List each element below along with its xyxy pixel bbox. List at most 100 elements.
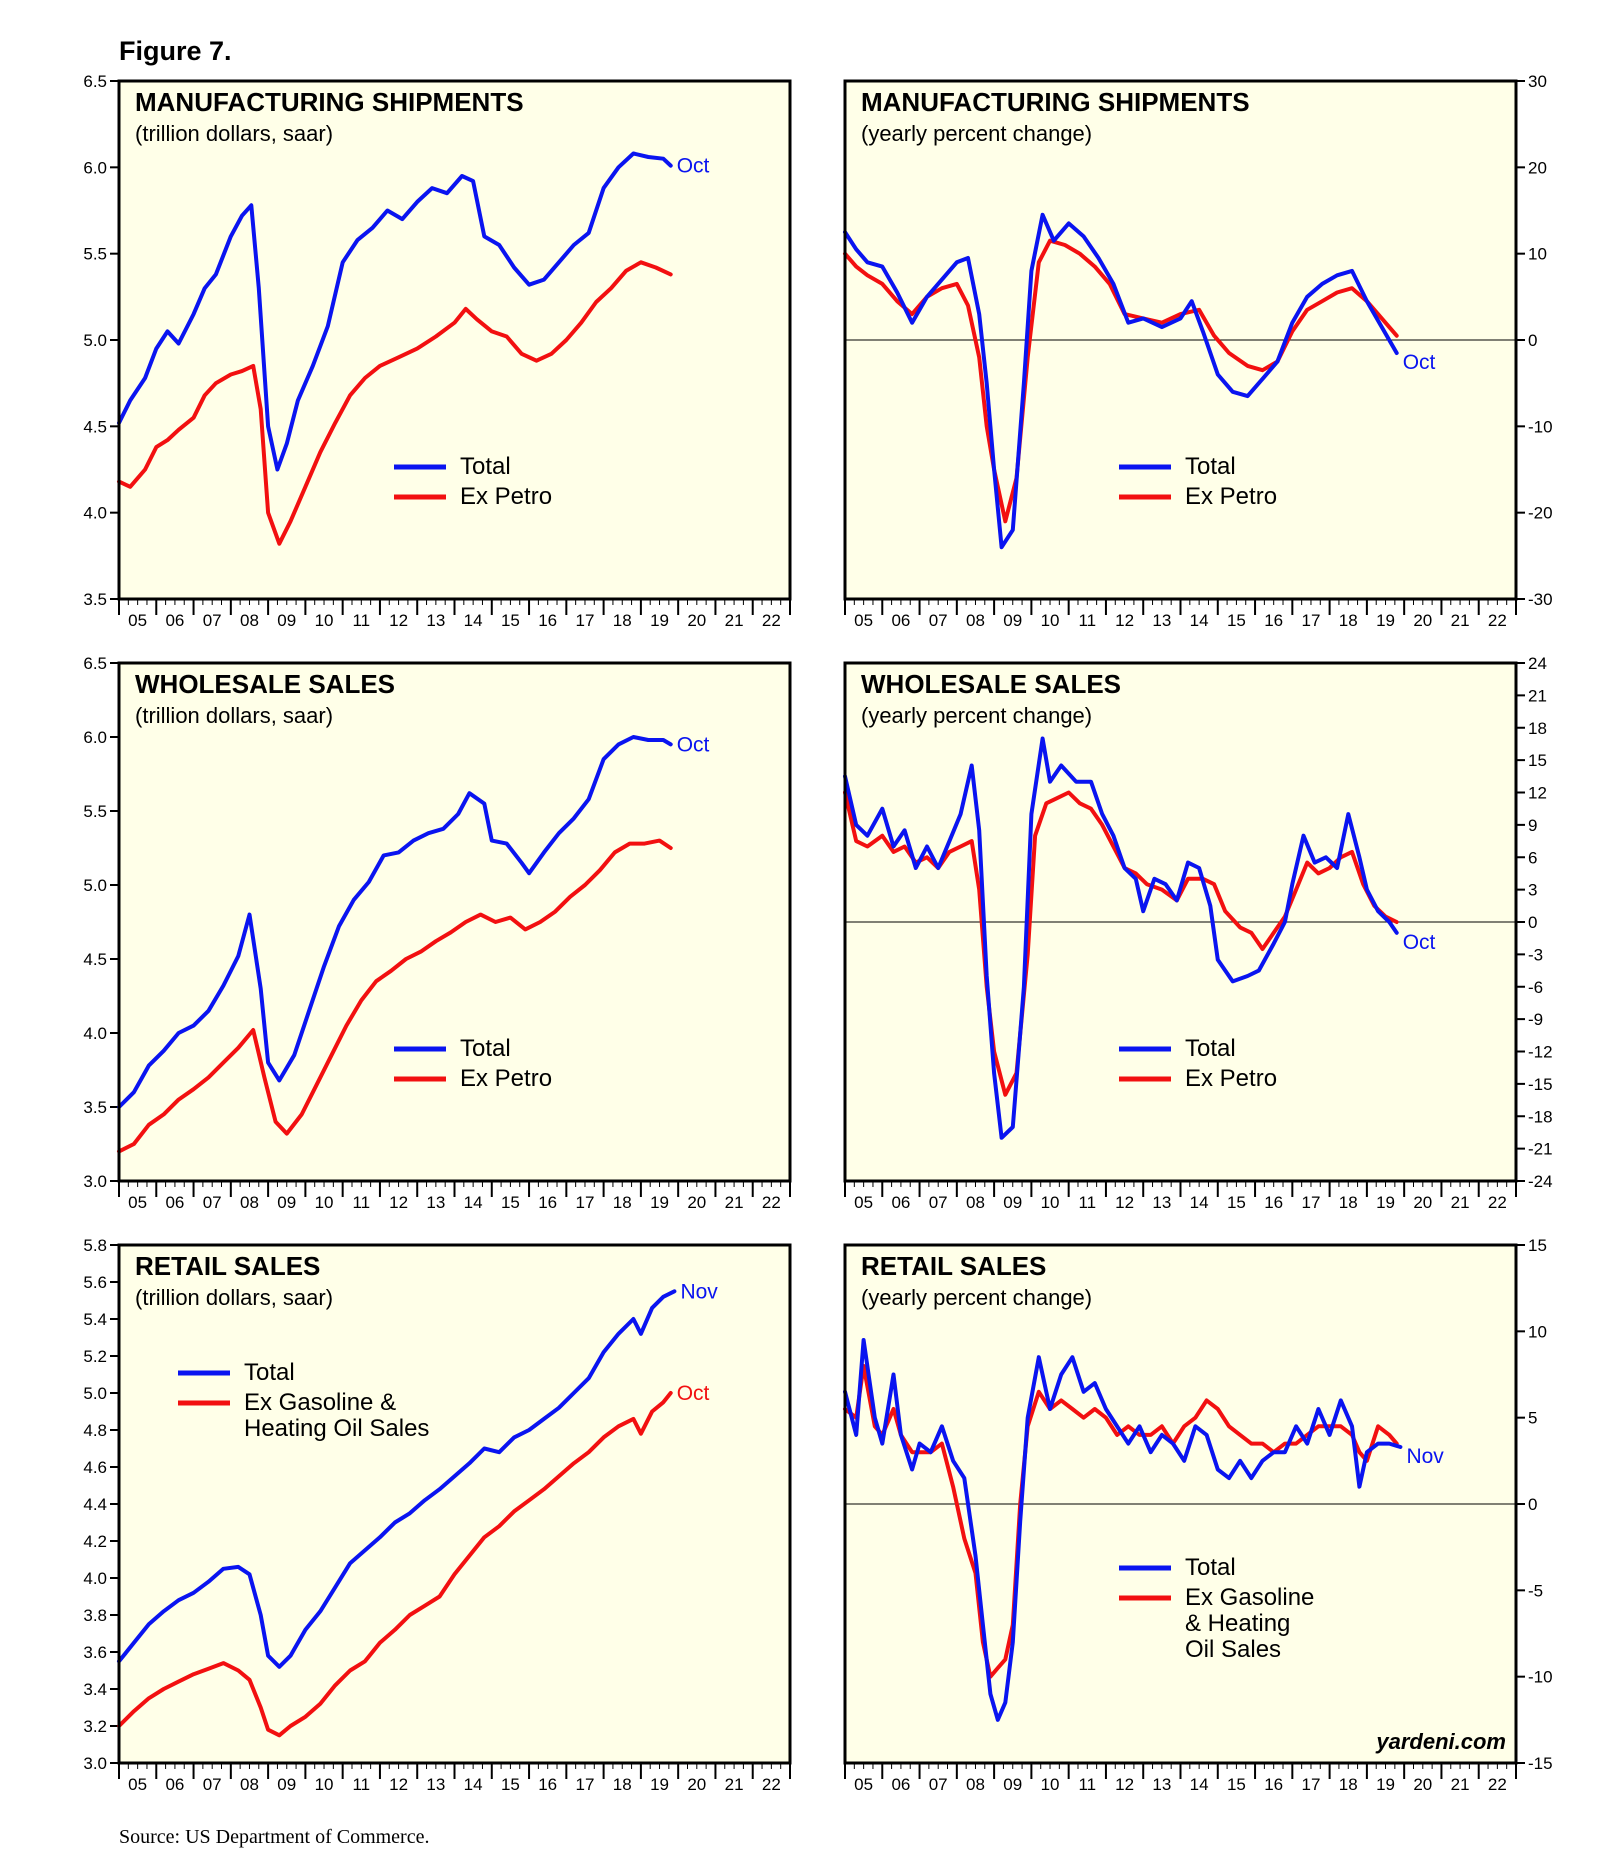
end-label: Nov [1406, 1445, 1444, 1468]
chart-subtitle: (yearly percent change) [861, 121, 1092, 146]
x-tick-label: 08 [240, 1193, 259, 1212]
x-tick-label: 10 [1041, 1775, 1060, 1794]
x-tick-label: 18 [613, 611, 632, 630]
x-tick-label: 18 [613, 1775, 632, 1794]
y-tick-label: 30 [1528, 72, 1547, 91]
y-tick-label: 10 [1528, 1322, 1547, 1341]
x-tick-label: 16 [1264, 611, 1283, 630]
legend-label: Total [244, 1359, 295, 1386]
y-tick-label: -6 [1528, 978, 1543, 997]
y-tick-label: -15 [1528, 1754, 1553, 1773]
x-tick-label: 08 [966, 1775, 985, 1794]
x-tick-label: 10 [315, 1193, 334, 1212]
x-tick-label: 06 [891, 611, 910, 630]
x-tick-label: 14 [464, 611, 483, 630]
x-tick-label: 09 [1003, 611, 1022, 630]
x-tick-label: 12 [389, 1775, 408, 1794]
legend-label: Ex Petro [460, 1065, 552, 1092]
legend-label: Total [1185, 453, 1236, 480]
x-tick-label: 09 [277, 611, 296, 630]
y-tick-label: 4.0 [83, 504, 107, 523]
x-tick-label: 10 [315, 611, 334, 630]
x-tick-label: 22 [1488, 1775, 1507, 1794]
x-tick-label: 21 [725, 1193, 744, 1212]
y-tick-label: 3 [1528, 881, 1537, 900]
y-tick-label: -5 [1528, 1581, 1543, 1600]
watermark: yardeni.com [1375, 1729, 1506, 1754]
chart-subtitle: (trillion dollars, saar) [135, 1285, 333, 1310]
series-line-total [117, 735, 673, 1109]
y-tick-label: 3.4 [83, 1680, 107, 1699]
x-tick-label: 21 [1451, 611, 1470, 630]
y-tick-label: 10 [1528, 245, 1547, 264]
x-tick-label: 13 [1152, 1193, 1171, 1212]
legend-label-line: Total [1185, 453, 1236, 480]
y-tick-label: 3.0 [83, 1754, 107, 1773]
x-tick-label: 15 [501, 611, 520, 630]
x-tick-label: 09 [277, 1775, 296, 1794]
x-tick-label: 06 [891, 1775, 910, 1794]
x-tick-label: 15 [501, 1193, 520, 1212]
y-tick-label: 4.5 [83, 950, 107, 969]
y-tick-label: 5.4 [83, 1310, 107, 1329]
chart-subtitle: (yearly percent change) [861, 703, 1092, 728]
y-tick-label: 4.0 [83, 1569, 107, 1588]
x-tick-label: 13 [1152, 1775, 1171, 1794]
series-line-total [843, 1338, 1403, 1722]
series-line-total [843, 736, 1399, 1140]
x-tick-label: 18 [1339, 1775, 1358, 1794]
x-tick-label: 21 [1451, 1775, 1470, 1794]
y-tick-label: 5 [1528, 1409, 1537, 1428]
series-line-ex [117, 260, 673, 546]
chart-title: RETAIL SALES [135, 1251, 320, 1281]
plot-background [119, 1245, 790, 1763]
plot-background [119, 663, 790, 1181]
x-tick-label: 13 [426, 611, 445, 630]
legend-label-line: Total [1185, 1554, 1236, 1581]
y-tick-label: 21 [1528, 686, 1547, 705]
series-line-ex [117, 838, 673, 1154]
y-tick-label: 5.5 [83, 802, 107, 821]
y-tick-label: 0 [1528, 331, 1537, 350]
y-tick-label: 9 [1528, 816, 1537, 835]
x-tick-label: 07 [929, 1193, 948, 1212]
x-tick-label: 08 [240, 611, 259, 630]
legend-label-line: Ex Petro [460, 483, 552, 510]
x-tick-label: 21 [1451, 1193, 1470, 1212]
chart-subtitle: (trillion dollars, saar) [135, 703, 333, 728]
x-tick-label: 22 [762, 1775, 781, 1794]
plot-background [119, 81, 790, 599]
end-label: Oct [1403, 931, 1436, 954]
x-tick-label: 17 [1302, 611, 1321, 630]
y-tick-label: 20 [1528, 158, 1547, 177]
legend-label-line: Ex Petro [460, 1065, 552, 1092]
y-tick-label: 3.0 [83, 1172, 107, 1191]
legend-label-line: Oil Sales [1185, 1636, 1281, 1663]
x-tick-label: 17 [1302, 1775, 1321, 1794]
chart-mfg-yoy: -30 -20 -10 0 10 20 30 05 06 07 08 09 10 11 12 13 14 15 16… [843, 72, 1553, 630]
y-tick-label: -10 [1528, 1668, 1553, 1687]
x-tick-label: 14 [1190, 611, 1209, 630]
y-tick-label: 5.6 [83, 1273, 107, 1292]
y-tick-label: 5.0 [83, 331, 107, 350]
x-tick-label: 20 [1413, 1193, 1432, 1212]
chart-subtitle: (trillion dollars, saar) [135, 121, 333, 146]
legend-label-line: Heating Oil Sales [244, 1415, 429, 1442]
end-label: Oct [677, 733, 710, 756]
y-tick-label: 5.5 [83, 245, 107, 264]
legend-label: Total [1185, 1554, 1236, 1581]
chart-title: MANUFACTURING SHIPMENTS [135, 87, 524, 117]
y-tick-label: 15 [1528, 751, 1547, 770]
x-tick-label: 11 [352, 1775, 370, 1794]
chart-mfg-level: 3.5 4.0 4.5 5.0 5.5 6.0 6.5 05 06 07 08 09 10 11 12 13 1… [83, 72, 792, 630]
legend-label-line: Ex Petro [1185, 483, 1277, 510]
x-tick-label: 20 [687, 1775, 706, 1794]
end-label: Oct [677, 155, 710, 178]
x-tick-label: 20 [687, 1193, 706, 1212]
x-tick-label: 08 [240, 1775, 259, 1794]
y-tick-label: 5.0 [83, 1384, 107, 1403]
x-tick-label: 07 [929, 1775, 948, 1794]
y-tick-label: 3.6 [83, 1643, 107, 1662]
y-tick-label: -12 [1528, 1043, 1553, 1062]
figure-title: Figure 7. [119, 36, 232, 66]
